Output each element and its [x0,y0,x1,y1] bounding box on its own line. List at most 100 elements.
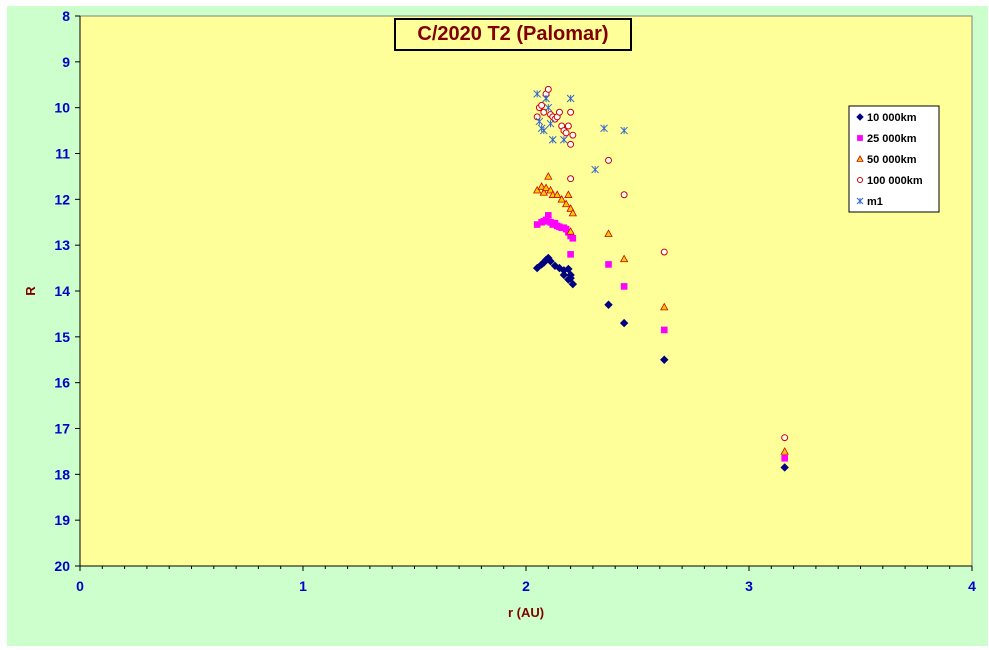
data-point [542,94,550,103]
data-point [564,122,572,130]
data-point [856,155,864,162]
data-point [532,185,542,194]
data-point [567,251,574,258]
data-point [568,208,578,217]
data-point [567,175,575,183]
data-point [591,165,599,174]
data-point [780,463,789,472]
y-tick-label: 8 [62,8,70,24]
data-point [567,108,575,116]
legend-item: 10 000km [856,112,917,124]
legend-item: m1 [856,196,883,208]
data-point [781,454,788,462]
data-point [856,176,864,184]
data-point [780,447,789,455]
data-point [620,283,628,290]
data-point [544,85,552,93]
data-point [562,129,570,137]
y-tick-label: 17 [54,421,70,437]
data-point [544,103,553,112]
data-point [533,90,542,98]
data-point [856,197,864,205]
data-point [560,135,568,144]
x-tick-label: 0 [76,578,84,594]
y-tick-label: 11 [55,146,70,162]
legend-label: 10 000km [867,112,917,124]
x-axis-title: r (AU) [508,605,544,620]
data-point [660,355,669,364]
data-point [781,434,789,442]
data-point [605,156,612,164]
data-point [856,113,864,121]
legend-label: 25 000km [867,133,917,145]
data-point [539,188,549,196]
data-point [660,248,668,256]
series-4 [533,90,628,174]
x-tick-label: 1 [299,578,307,594]
data-point [564,264,573,274]
y-tick-label: 12 [54,191,70,207]
series-1 [533,212,788,462]
series-0 [532,253,789,472]
data-point [546,257,555,266]
data-point [557,195,566,203]
x-tick-label: 4 [968,578,976,594]
data-point [620,191,628,199]
data-point [660,326,668,334]
data-point [564,190,573,198]
y-tick-label: 16 [54,375,70,391]
legend-item: 100 000km [856,175,923,187]
legend: 10 000km 25 000km 50 000km 100 000km m1 [848,105,940,213]
y-tick-label: 10 [54,100,70,116]
y-axis-title: R [23,286,38,296]
data-point [569,131,577,139]
data-point [857,135,863,141]
legend-label: 50 000km [867,154,917,166]
series-2 [532,172,789,455]
legend-label: m1 [867,196,883,208]
data-point [553,190,562,198]
data-point [620,126,628,135]
data-point [545,212,552,219]
data-point [561,199,571,208]
x-tick-label: 3 [745,578,753,594]
y-tick-label: 13 [54,237,70,253]
data-point [604,300,613,309]
y-tick-label: 20 [54,558,70,574]
data-point [600,124,608,133]
data-point [544,172,553,180]
x-tick-label: 2 [522,578,530,594]
data-point [566,94,575,103]
data-point [546,119,555,128]
y-tick-label: 15 [54,329,70,345]
data-point [539,126,548,135]
data-point [566,227,575,235]
data-point [660,302,669,311]
data-point [532,263,542,273]
plot-area [79,15,973,567]
data-point [555,108,563,116]
data-point [605,261,612,268]
legend-label: 100 000km [867,175,923,187]
data-point [541,183,551,192]
y-tick-label: 19 [54,512,70,528]
y-tick-label: 14 [54,283,70,299]
data-point [604,229,613,237]
data-point [569,234,577,242]
legend-item: 50 000km [856,154,917,166]
data-point [619,318,629,328]
data-point [567,140,575,148]
legend-box [848,105,940,213]
data-point [568,279,578,289]
data-point [559,270,569,280]
data-point [538,101,546,109]
chart-title: C/2020 T2 (Palomar) [394,18,632,51]
data-points [532,85,789,472]
data-point [548,135,557,144]
data-point [537,182,546,190]
data-point [619,254,629,263]
legend-item: 25 000km [857,133,917,145]
data-point [535,117,544,126]
